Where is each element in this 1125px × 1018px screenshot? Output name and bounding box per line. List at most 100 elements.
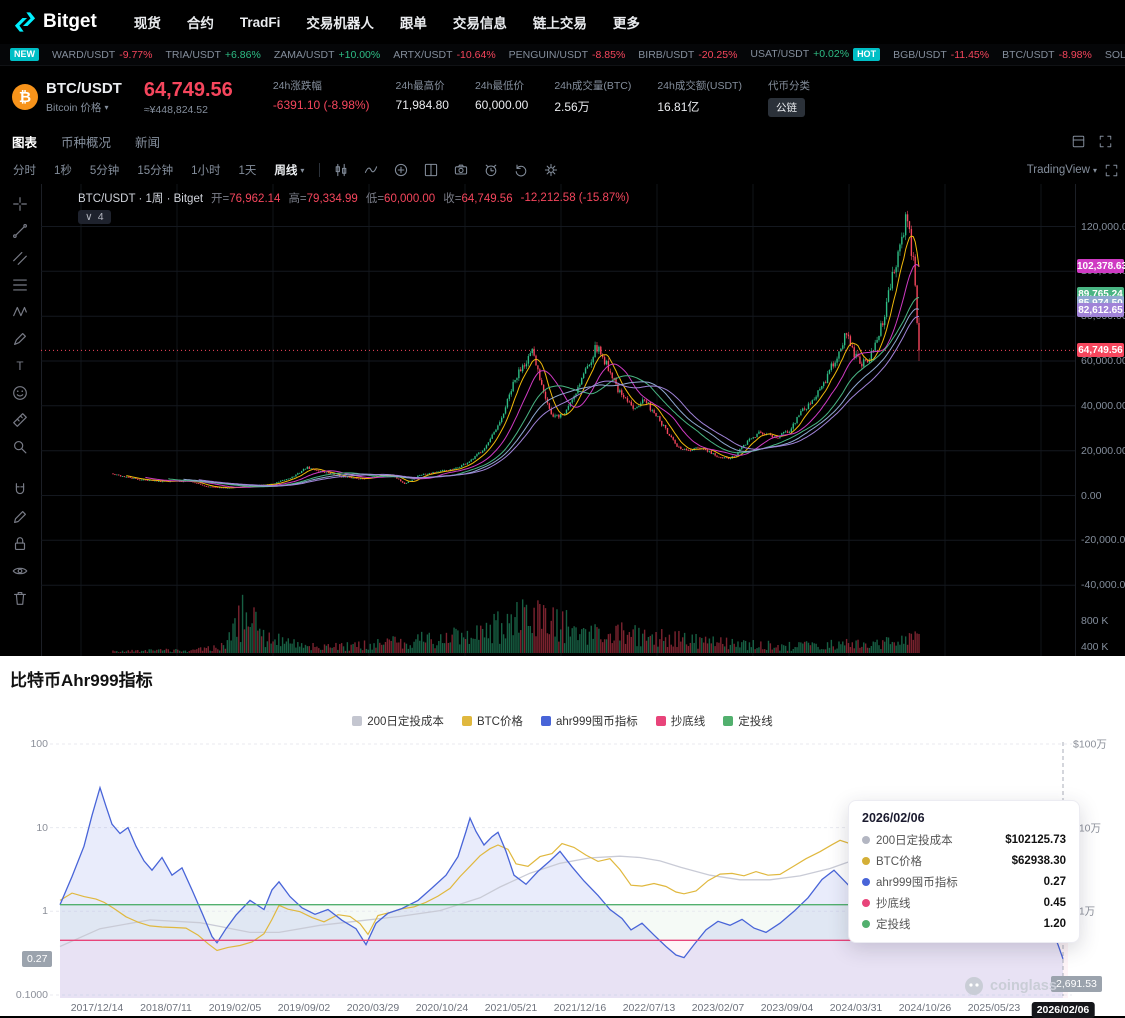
multi-layout-icon[interactable]	[416, 162, 446, 178]
ticker-item[interactable]: BGB/USDT -11.45%	[893, 49, 989, 61]
chevron-down-icon: ▾	[104, 102, 109, 112]
ahr999-chart[interactable]	[0, 740, 1125, 998]
price-header: ₿ BTC/USDT Bitcoin 价格 ▾ 64,749.56 ≈¥448,…	[0, 65, 1125, 128]
expand-chart-icon[interactable]	[1104, 163, 1119, 178]
right-axis-label: $10万	[1073, 822, 1102, 835]
right-axis-current-badge: 2,691.53	[1051, 976, 1102, 992]
ticker-pair: ZAMA/USDT	[273, 48, 335, 61]
nav-item-4[interactable]: 跟单	[399, 16, 427, 31]
main-chart-region: T BTC/USDT · 1周 · Bitget 开=76,962.14 高=7…	[0, 184, 1125, 662]
nav-item-2[interactable]: TradFi	[239, 14, 281, 30]
replay-icon[interactable]	[506, 162, 536, 178]
ahr999-section: 比特币Ahr999指标 200日定投成本 BTC价格 ahr999囤币指标 抄底线 定投…	[0, 656, 1125, 1018]
crosshair-icon[interactable]	[0, 190, 40, 217]
ticker-item[interactable]: ZAMA/USDT +10.00%	[274, 49, 380, 61]
coin-subtitle: Bitcoin 价格	[46, 101, 102, 114]
nav-item-5[interactable]: 交易信息	[452, 16, 507, 31]
trend-line-icon[interactable]	[0, 217, 40, 244]
ticker-item[interactable]: USAT/USDT +0.02% HOT	[750, 48, 881, 61]
stat-4: 24h成交额(USDT) 16.81亿	[657, 78, 742, 115]
series-dot-icon	[862, 920, 870, 928]
ticker-item[interactable]: TRIA/USDT +6.86%	[165, 49, 260, 61]
indicators-icon[interactable]	[356, 162, 386, 178]
right-axis-label: $100万	[1073, 738, 1107, 751]
lock-icon[interactable]	[0, 530, 40, 557]
hot-badge: HOT	[853, 48, 881, 61]
ticker-item[interactable]: ARTX/USDT -10.64%	[393, 49, 495, 61]
nav-item-3[interactable]: 交易机器人	[306, 16, 374, 31]
timeframe-1秒[interactable]: 1秒	[54, 165, 72, 177]
timeframe-1天[interactable]: 1天	[238, 165, 257, 177]
parallel-channel-icon[interactable]	[0, 244, 40, 271]
tooltip-row: BTC价格 $62938.30	[862, 853, 1066, 869]
ticker-item[interactable]: WARD/USDT -9.77%	[52, 49, 152, 61]
timeframe-周线[interactable]: 周线 ▾	[274, 165, 305, 177]
settings-icon[interactable]	[536, 162, 566, 178]
magnet-icon[interactable]	[0, 476, 40, 503]
timeframe-1小时[interactable]: 1小时	[191, 165, 221, 177]
text-icon[interactable]: T	[0, 352, 40, 379]
price-scale[interactable]: 120,000.00100,000.0080,000.0060,000.0040…	[1075, 184, 1125, 656]
tab-1[interactable]: 币种概况	[61, 136, 112, 150]
stat-value: 2.56万	[554, 99, 590, 114]
tab-2[interactable]: 新闻	[135, 136, 161, 150]
legend-item[interactable]: 抄底线	[655, 713, 705, 729]
xabcd-pattern-icon[interactable]	[0, 298, 40, 325]
divider	[319, 163, 321, 177]
legend-swatch	[540, 716, 551, 726]
nav-item-6[interactable]: 链上交易	[532, 16, 587, 31]
nav-item-0[interactable]: 现货	[133, 16, 161, 31]
timeframe-5分钟[interactable]: 5分钟	[89, 165, 120, 177]
chart-tooltip: 2026/02/06 200日定投成本 $102125.73 BTC价格 $62938…	[848, 800, 1080, 943]
kline-style-icon[interactable]	[326, 162, 356, 178]
tooltip-value: $102125.73	[1005, 834, 1066, 846]
zoom-icon[interactable]	[0, 433, 40, 460]
timeframe-分时[interactable]: 分时	[13, 165, 36, 177]
alert-icon[interactable]	[476, 162, 506, 178]
edit-icon[interactable]	[0, 503, 40, 530]
brush-icon[interactable]	[0, 325, 40, 352]
nav-item-1[interactable]: 合约	[186, 16, 214, 31]
bitget-logo[interactable]: Bitget	[14, 11, 97, 33]
timeframe-15分钟[interactable]: 15分钟	[137, 165, 174, 177]
panel-layout-icon[interactable]	[1071, 134, 1086, 149]
tab-0[interactable]: 图表	[12, 136, 38, 150]
screenshot-icon[interactable]	[446, 162, 476, 178]
ticker-pair: BTC/USDT	[1002, 48, 1055, 61]
legend-item[interactable]: BTC价格	[461, 713, 523, 729]
candlestick-chart[interactable]	[41, 184, 1075, 656]
series-dot-icon	[862, 836, 870, 844]
series-dot-icon	[862, 857, 870, 865]
coinglass-label: coinglass	[990, 978, 1057, 994]
fib-retracement-icon[interactable]	[0, 271, 40, 298]
indicators-collapse-chip[interactable]: ∨ 4	[78, 210, 111, 224]
ticker-item[interactable]: BIRB/USDT -20.25%	[638, 49, 737, 61]
new-badge: NEW	[10, 48, 39, 61]
tooltip-value: 1.20	[1043, 918, 1066, 930]
price-badge-last: 64,749.56	[1077, 343, 1124, 357]
nav-item-7[interactable]: 更多	[612, 16, 640, 31]
legend-item[interactable]: 定投线	[723, 713, 773, 729]
emoji-icon[interactable]	[0, 379, 40, 406]
content-tabs: 图表 币种概况 新闻	[0, 127, 1125, 157]
legend-item[interactable]: ahr999囤币指标	[540, 713, 638, 729]
stat-label: 代币分类	[767, 79, 810, 92]
tradingview-selector[interactable]: TradingView ▾	[1027, 164, 1097, 176]
tooltip-label: 抄底线	[876, 898, 911, 910]
coin-selector[interactable]: Bitcoin 价格 ▾	[46, 100, 122, 115]
legend-item[interactable]: 200日定投成本	[352, 713, 444, 729]
category-chip[interactable]: 公链	[767, 97, 805, 117]
eye-icon[interactable]	[0, 557, 40, 584]
svg-text:T: T	[16, 360, 23, 373]
y-axis-label: -40,000.00	[1081, 579, 1125, 591]
compare-icon[interactable]	[386, 162, 416, 178]
ticker-item[interactable]: PENGUIN/USDT -8.85%	[509, 49, 626, 61]
tooltip-row: 200日定投成本 $102125.73	[862, 832, 1066, 848]
measure-icon[interactable]	[0, 406, 40, 433]
tooltip-date: 2026/02/06	[862, 811, 925, 825]
stat-label: 24h最高价	[395, 79, 445, 92]
trash-icon[interactable]	[0, 584, 40, 611]
ticker-item[interactable]: SOL/USDT-13.15%	[1105, 49, 1125, 61]
fullscreen-icon[interactable]	[1098, 134, 1113, 149]
ticker-item[interactable]: BTC/USDT -8.98%	[1002, 49, 1092, 61]
